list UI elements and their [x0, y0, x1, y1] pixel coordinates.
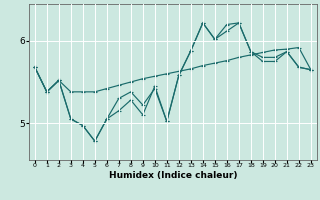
X-axis label: Humidex (Indice chaleur): Humidex (Indice chaleur) [108, 171, 237, 180]
